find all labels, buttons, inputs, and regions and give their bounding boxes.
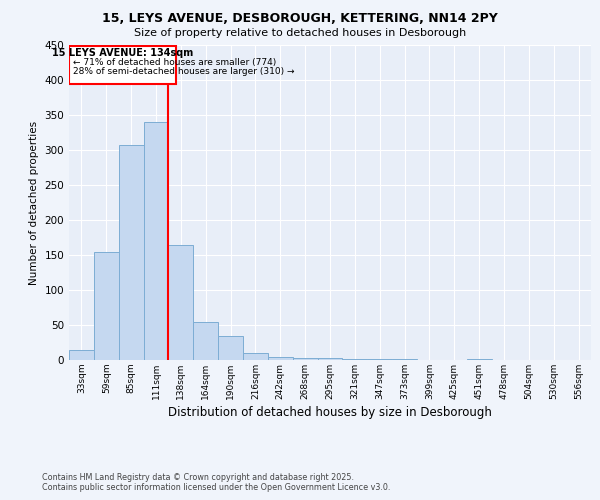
Bar — [143, 122, 169, 360]
Text: 15, LEYS AVENUE, DESBOROUGH, KETTERING, NN14 2PY: 15, LEYS AVENUE, DESBOROUGH, KETTERING, … — [102, 12, 498, 26]
Y-axis label: Number of detached properties: Number of detached properties — [29, 120, 39, 284]
Bar — [94, 252, 119, 360]
Bar — [193, 322, 218, 360]
Bar — [392, 358, 417, 360]
Text: Contains HM Land Registry data © Crown copyright and database right 2025.: Contains HM Land Registry data © Crown c… — [42, 472, 354, 482]
Text: 15 LEYS AVENUE: 134sqm: 15 LEYS AVENUE: 134sqm — [52, 48, 193, 58]
FancyBboxPatch shape — [69, 46, 176, 84]
Bar — [367, 358, 392, 360]
Bar — [119, 145, 143, 360]
Bar — [293, 358, 317, 360]
Text: 28% of semi-detached houses are larger (310) →: 28% of semi-detached houses are larger (… — [73, 68, 294, 76]
Bar — [169, 244, 193, 360]
Bar — [268, 356, 293, 360]
Bar — [343, 358, 367, 360]
X-axis label: Distribution of detached houses by size in Desborough: Distribution of detached houses by size … — [168, 406, 492, 419]
Bar — [69, 350, 94, 360]
Bar — [243, 353, 268, 360]
Bar — [218, 336, 243, 360]
Text: Size of property relative to detached houses in Desborough: Size of property relative to detached ho… — [134, 28, 466, 38]
Text: Contains public sector information licensed under the Open Government Licence v3: Contains public sector information licen… — [42, 484, 391, 492]
Bar — [317, 358, 343, 360]
Bar — [467, 358, 491, 360]
Text: ← 71% of detached houses are smaller (774): ← 71% of detached houses are smaller (77… — [73, 58, 276, 68]
